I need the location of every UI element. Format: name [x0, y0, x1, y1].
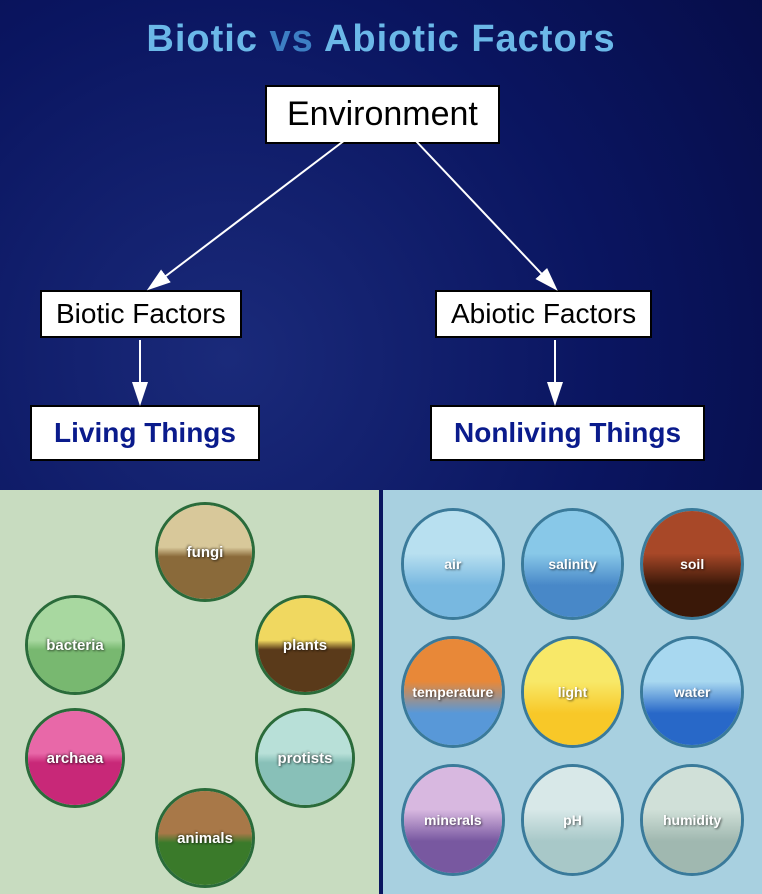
node-living-label: Living Things: [54, 417, 236, 448]
biotic-item-protists: protists: [255, 708, 355, 808]
title-word-biotic: Biotic: [146, 18, 258, 60]
title-word-factors: Factors: [471, 18, 615, 60]
node-abiotic-label: Abiotic Factors: [451, 298, 636, 329]
abiotic-item-water: water: [640, 636, 744, 748]
biotic-label-fungi: fungi: [158, 544, 252, 561]
node-biotic-label: Biotic Factors: [56, 298, 226, 329]
abiotic-item-salinity: salinity: [521, 508, 625, 620]
abiotic-item-air: air: [401, 508, 505, 620]
abiotic-label-soil: soil: [680, 556, 704, 572]
abiotic-grid: air salinity soil temperature light water mine…: [401, 508, 744, 876]
biotic-label-protists: protists: [258, 750, 352, 767]
abiotic-panel: air salinity soil temperature light water mine…: [383, 490, 762, 894]
abiotic-label-minerals: minerals: [424, 812, 482, 828]
title-word-abiotic: Abiotic: [324, 18, 460, 60]
node-environment: Environment: [265, 85, 500, 144]
biotic-label-plants: plants: [258, 637, 352, 654]
abiotic-label-humidity: humidity: [663, 812, 721, 828]
biotic-label-animals: animals: [158, 830, 252, 847]
abiotic-label-temperature: temperature: [412, 684, 493, 700]
biotic-item-bacteria: bacteria: [25, 595, 125, 695]
edge-env-abiotic: [415, 140, 555, 288]
biotic-item-archaea: archaea: [25, 708, 125, 808]
abiotic-item-light: light: [521, 636, 625, 748]
node-abiotic: Abiotic Factors: [435, 290, 652, 338]
abiotic-label-air: air: [444, 556, 461, 572]
abiotic-item-soil: soil: [640, 508, 744, 620]
abiotic-item-ph: pH: [521, 764, 625, 876]
abiotic-label-light: light: [558, 684, 588, 700]
abiotic-label-water: water: [674, 684, 711, 700]
biotic-label-bacteria: bacteria: [28, 637, 122, 654]
biotic-label-archaea: archaea: [28, 750, 122, 767]
biotic-panel: fungi plants protists animals archaea bacteri…: [0, 490, 383, 894]
node-nonliving: Nonliving Things: [430, 405, 705, 461]
page-title: Biotic vs Abiotic Factors: [0, 0, 762, 61]
biotic-item-fungi: fungi: [155, 502, 255, 602]
abiotic-item-temperature: temperature: [401, 636, 505, 748]
abiotic-label-ph: pH: [563, 812, 582, 828]
node-nonliving-label: Nonliving Things: [454, 417, 681, 448]
node-biotic: Biotic Factors: [40, 290, 242, 338]
biotic-item-plants: plants: [255, 595, 355, 695]
title-word-vs: vs: [270, 18, 314, 60]
panels-container: fungi plants protists animals archaea bacteri…: [0, 490, 762, 894]
edge-env-biotic: [150, 140, 345, 288]
abiotic-item-humidity: humidity: [640, 764, 744, 876]
node-living: Living Things: [30, 405, 260, 461]
node-environment-label: Environment: [287, 95, 478, 133]
abiotic-item-minerals: minerals: [401, 764, 505, 876]
abiotic-label-salinity: salinity: [548, 556, 596, 572]
biotic-item-animals: animals: [155, 788, 255, 888]
